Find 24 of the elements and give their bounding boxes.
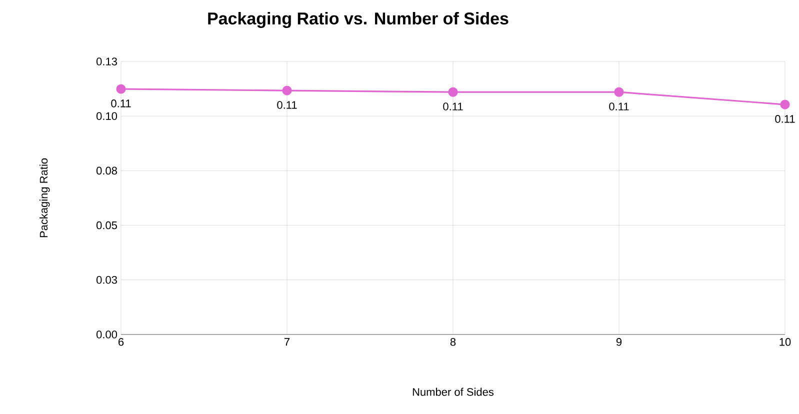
point: [780, 100, 790, 110]
y-tick-label: 0.08: [96, 166, 117, 175]
point: [448, 87, 458, 97]
data-label: 0.11: [775, 115, 795, 123]
x-tick-label: 10: [780, 338, 791, 346]
y-tick-label: 0.13: [96, 58, 117, 66]
x-tick-label: 6: [118, 338, 124, 346]
y-tick-label: 0.00: [96, 330, 118, 338]
point: [614, 87, 624, 97]
data-label: 0.11: [609, 102, 629, 110]
data-label: 0.11: [443, 102, 463, 110]
data-label: 0.11: [277, 101, 297, 109]
y-tick-label: 0.05: [96, 221, 118, 230]
x-axis-title: Number of Sides: [412, 388, 494, 396]
chart-title: Packaging Ratio vs. Number of Sides: [208, 12, 508, 28]
y-tick-label: 0.03: [96, 276, 117, 284]
x-tick-label: 9: [616, 338, 622, 346]
y-axis-title: Packaging Ratio: [40, 158, 50, 238]
point: [282, 86, 292, 96]
y-tick-label: 0.10: [96, 112, 118, 120]
x-tick-label: 8: [450, 338, 456, 346]
x-tick-label: 7: [284, 338, 290, 346]
point: [116, 84, 126, 94]
data-label: 0.11: [111, 100, 131, 108]
